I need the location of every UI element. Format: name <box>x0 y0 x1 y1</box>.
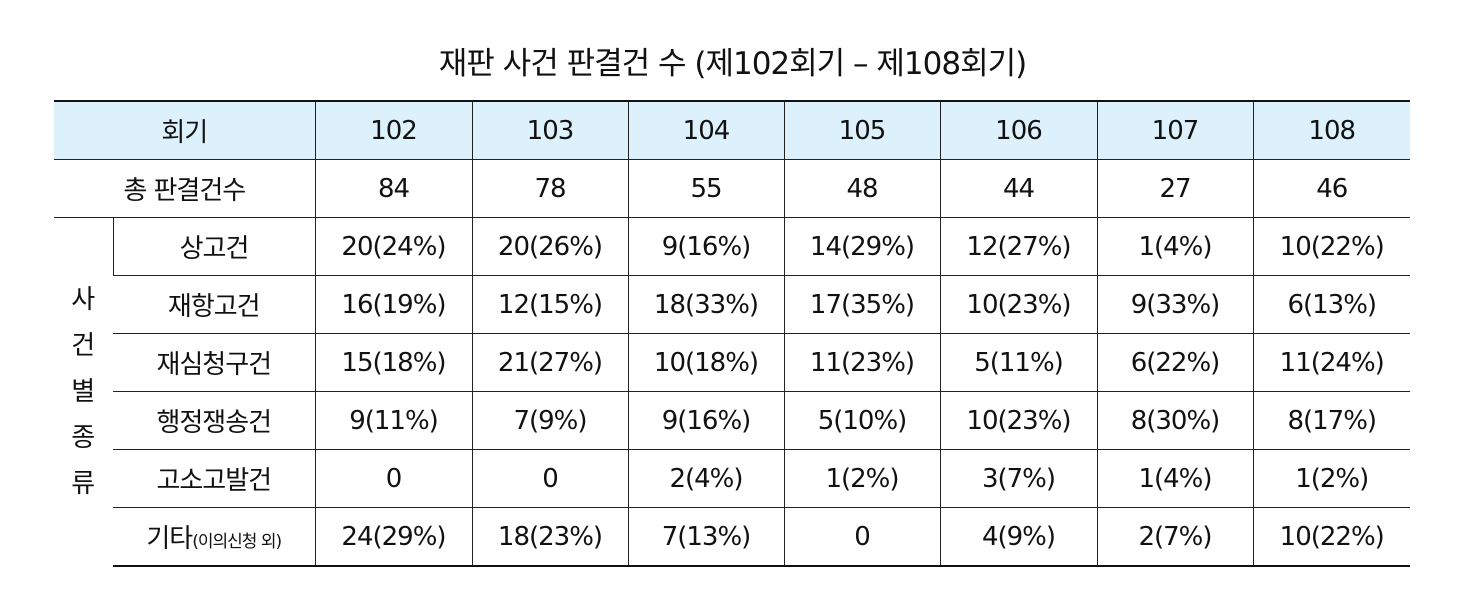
table-cell: 16(19%) <box>314 275 472 334</box>
row-label: 행정쟁송건 <box>113 391 315 450</box>
row-label-note: (이의신청 외) <box>192 532 282 552</box>
table-cell: 7(9%) <box>471 391 628 450</box>
table-cell: 1(4%) <box>1096 449 1253 508</box>
row-label: 재심청구건 <box>113 333 315 392</box>
category-char: 건 <box>71 331 96 361</box>
table-cell: 10(18%) <box>627 333 784 392</box>
session-header-cell: 108 <box>1252 100 1410 160</box>
table-row: 기타(이의신청 외) 24(29%) 18(23%) 7(13%) 0 4(9%… <box>54 507 1410 567</box>
table-cell: 20(26%) <box>471 217 628 276</box>
header-row: 회기 102 103 104 105 106 107 108 <box>54 100 1410 160</box>
table-cell: 20(24%) <box>314 217 472 276</box>
total-cell: 84 <box>314 159 472 218</box>
total-row: 총 판결건수 84 78 55 48 44 27 46 <box>54 159 1410 218</box>
table-cell: 9(11%) <box>314 391 472 450</box>
table-row: 사 건 별 종 류 상고건 20(24%) 20(26%) 9(16%) 14(… <box>54 217 1410 566</box>
session-header-cell: 105 <box>783 100 940 160</box>
table-cell: 21(27%) <box>471 333 628 392</box>
table-cell: 10(22%) <box>1252 507 1410 567</box>
table-cell: 18(33%) <box>627 275 784 334</box>
category-char: 별 <box>71 377 96 407</box>
table-cell: 10(22%) <box>1252 217 1410 276</box>
table-cell: 11(24%) <box>1252 333 1410 392</box>
table-cell: 2(7%) <box>1096 507 1253 567</box>
total-cell: 44 <box>939 159 1097 218</box>
table-cell: 10(23%) <box>939 275 1097 334</box>
table-row: 고소고발건 0 0 2(4%) 1(2%) 3(7%) 1(4%) 1(2%) <box>54 449 1410 508</box>
table-cell: 1(2%) <box>1252 449 1410 508</box>
total-cell: 48 <box>783 159 940 218</box>
session-header-cell: 106 <box>939 100 1097 160</box>
table-cell: 3(7%) <box>939 449 1097 508</box>
table-cell: 2(4%) <box>627 449 784 508</box>
table-cell: 9(33%) <box>1096 275 1253 334</box>
row-label: 상고건 <box>112 217 315 276</box>
table-cell: 8(17%) <box>1252 391 1410 450</box>
total-cell: 55 <box>627 159 784 218</box>
table-cell: 10(23%) <box>939 391 1097 450</box>
table-row: 행정쟁송건 9(11%) 7(9%) 9(16%) 5(10%) 10(23%)… <box>54 391 1410 450</box>
table-cell: 11(23%) <box>783 333 940 392</box>
session-header-cell: 103 <box>471 100 628 160</box>
row-label-text: 기타 <box>146 524 193 554</box>
total-cell: 78 <box>471 159 628 218</box>
table-cell: 12(27%) <box>939 217 1097 276</box>
total-cell: 27 <box>1096 159 1253 218</box>
table-cell: 5(10%) <box>783 391 940 450</box>
table-cell: 8(30%) <box>1096 391 1253 450</box>
table-cell: 14(29%) <box>783 217 940 276</box>
table-cell: 24(29%) <box>314 507 472 567</box>
table-cell: 15(18%) <box>314 333 472 392</box>
row-label: 기타(이의신청 외) <box>113 507 315 567</box>
verdict-table: 회기 102 103 104 105 106 107 108 총 판결건수 84… <box>54 100 1410 567</box>
case-type-category-label: 사 건 별 종 류 <box>54 217 113 566</box>
row-label: 재항고건 <box>113 275 315 334</box>
session-header-cell: 104 <box>627 100 784 160</box>
session-header-label: 회기 <box>54 100 315 160</box>
table-cell: 18(23%) <box>471 507 628 567</box>
row-label: 고소고발건 <box>113 449 315 508</box>
table-cell: 1(4%) <box>1096 217 1253 276</box>
table-cell: 5(11%) <box>939 333 1097 392</box>
total-label: 총 판결건수 <box>54 159 315 218</box>
table-cell: 7(13%) <box>627 507 784 567</box>
table-cell: 0 <box>471 449 628 508</box>
session-header-cell: 102 <box>314 100 472 160</box>
table-cell: 6(22%) <box>1096 333 1253 392</box>
table-row: 재항고건 16(19%) 12(15%) 18(33%) 17(35%) 10(… <box>54 275 1410 334</box>
table-cell: 0 <box>783 507 940 567</box>
category-char: 류 <box>71 469 96 499</box>
table-cell: 9(16%) <box>627 217 784 276</box>
table-title: 재판 사건 판결건 수 (제102회기 – 제108회기) <box>438 46 1027 82</box>
table-cell: 12(15%) <box>471 275 628 334</box>
table-row: 재심청구건 15(18%) 21(27%) 10(18%) 11(23%) 5(… <box>54 333 1410 392</box>
table-cell: 9(16%) <box>627 391 784 450</box>
table-cell: 1(2%) <box>783 449 940 508</box>
category-char: 사 <box>71 285 96 315</box>
table-cell: 0 <box>314 449 472 508</box>
table-cell: 4(9%) <box>939 507 1097 567</box>
table-cell: 17(35%) <box>783 275 940 334</box>
session-header-cell: 107 <box>1096 100 1253 160</box>
total-cell: 46 <box>1252 159 1410 218</box>
category-char: 종 <box>71 423 96 453</box>
table-cell: 6(13%) <box>1252 275 1410 334</box>
